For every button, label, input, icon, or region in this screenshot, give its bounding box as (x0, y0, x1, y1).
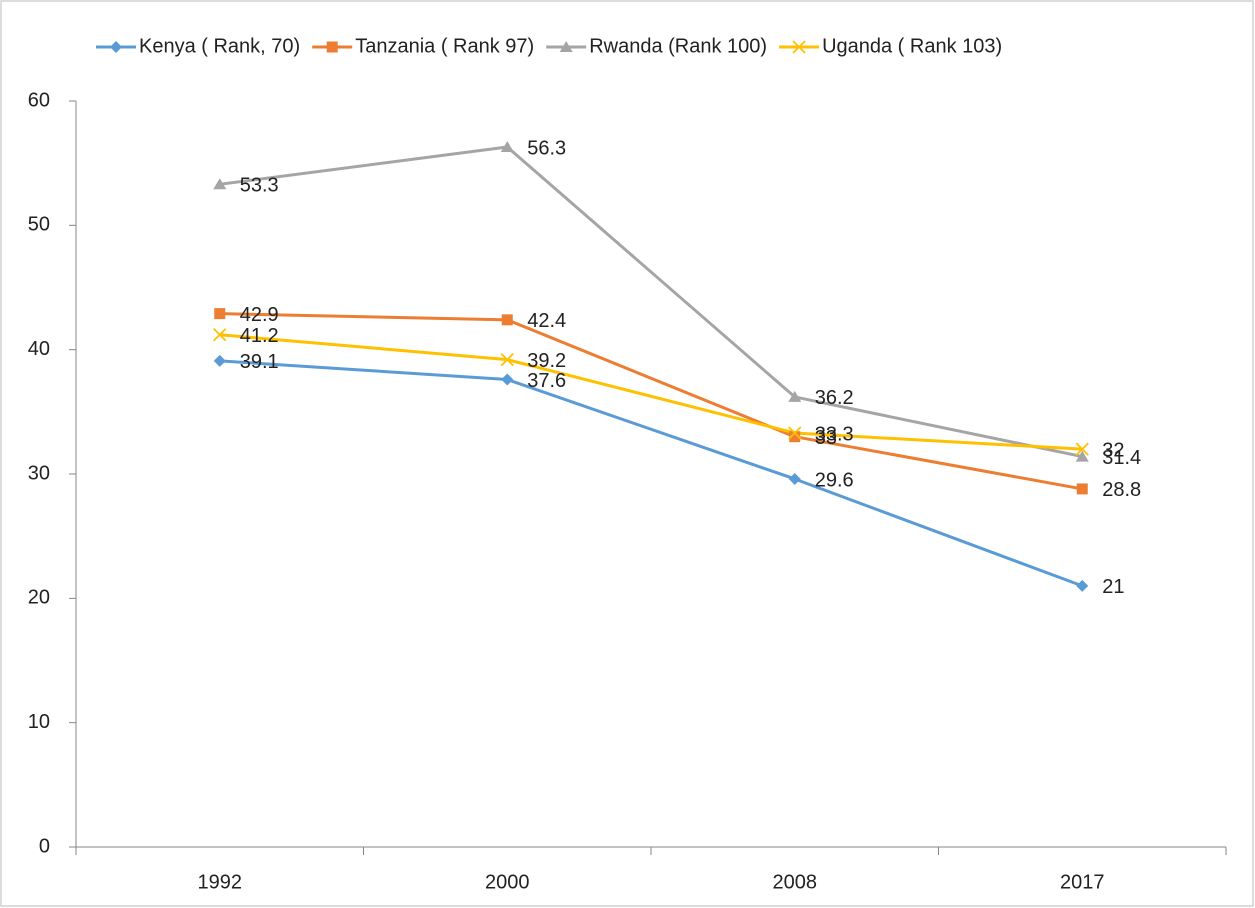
y-tick-label: 20 (28, 587, 50, 609)
data-point (213, 328, 227, 342)
data-label: 53.3 (240, 175, 279, 197)
x-tick-label: 2000 (485, 871, 530, 893)
legend-label: Kenya ( Rank, 70) (139, 35, 300, 57)
series-line (219, 312, 1083, 491)
data-label: 29.6 (815, 469, 854, 491)
data-label: 37.6 (527, 370, 566, 392)
data-point (213, 178, 227, 190)
data-label: 39.2 (527, 350, 566, 372)
data-point (213, 354, 226, 367)
data-point (500, 352, 514, 367)
data-point (1076, 483, 1088, 495)
data-point (788, 426, 802, 440)
legend-marker (110, 41, 122, 53)
data-label: 33 (815, 427, 837, 449)
legend-label: Uganda ( Rank 103) (822, 35, 1002, 57)
legend-marker (792, 40, 806, 54)
data-point (1075, 450, 1089, 462)
data-label: 56.3 (527, 137, 566, 159)
series-line (219, 359, 1083, 588)
data-point (214, 308, 226, 320)
series-line (219, 333, 1083, 451)
data-label: 39.1 (240, 351, 279, 373)
data-label: 28.8 (1102, 479, 1141, 501)
data-label: 42.4 (527, 310, 566, 332)
y-tick-label: 40 (28, 338, 50, 360)
data-label: 36.2 (815, 387, 854, 409)
data-label: 32 (1102, 439, 1124, 461)
x-tick-label: 2017 (1060, 871, 1105, 893)
data-label: 21 (1102, 576, 1124, 598)
y-tick-label: 30 (28, 462, 50, 484)
data-point (500, 141, 514, 153)
x-tick-label: 1992 (198, 871, 243, 893)
y-tick-label: 50 (28, 214, 50, 236)
data-label: 31.4 (1102, 447, 1141, 469)
data-point (501, 373, 514, 386)
y-tick-label: 0 (39, 835, 50, 857)
x-tick-label: 2008 (773, 871, 818, 893)
legend-label: Tanzania ( Rank 97) (355, 35, 534, 57)
legend-label: Rwanda (Rank 100) (589, 35, 767, 57)
data-label: 42.9 (240, 304, 279, 326)
series-line (219, 145, 1083, 459)
legend-marker (559, 41, 573, 52)
data-label: 41.2 (240, 325, 279, 347)
y-tick-label: 10 (28, 711, 50, 733)
data-label: 33.3 (815, 423, 854, 445)
data-point (788, 472, 801, 485)
data-point (789, 431, 801, 443)
y-tick-label: 60 (28, 89, 50, 111)
data-point (788, 390, 802, 402)
data-point (501, 314, 513, 326)
legend-marker (326, 41, 338, 53)
data-point (1075, 442, 1089, 456)
data-point (1076, 579, 1089, 592)
